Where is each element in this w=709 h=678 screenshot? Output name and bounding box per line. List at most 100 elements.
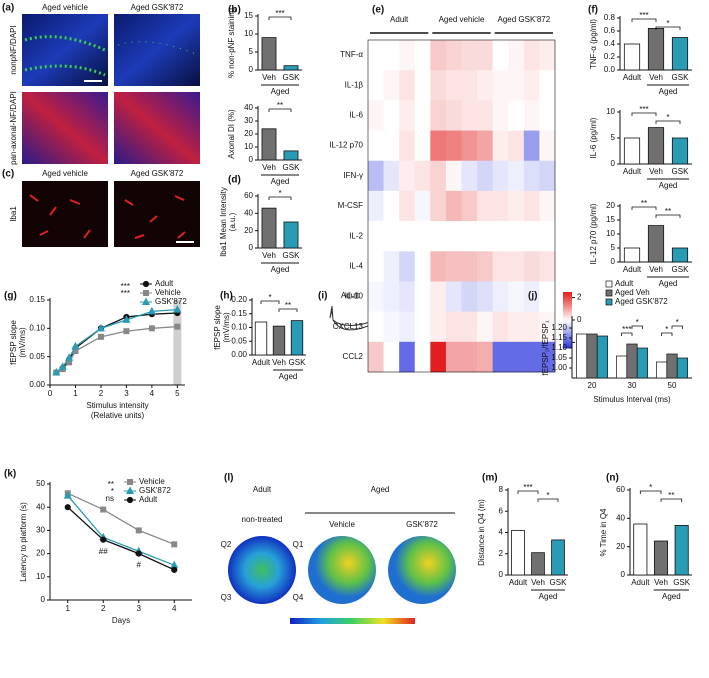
y-tick-label: 0.2 xyxy=(604,52,616,61)
colorbar-step xyxy=(563,327,572,329)
y-axis-label: (a.u.) xyxy=(228,212,237,231)
marker xyxy=(97,333,104,340)
marker xyxy=(100,506,107,513)
bar xyxy=(261,207,277,249)
y-tick-label: 10 xyxy=(244,142,253,151)
x-tick-label: 1 xyxy=(66,604,71,613)
column-label: Aged GSK'872 xyxy=(131,169,184,178)
legend-label: Aged GSK'872 xyxy=(615,297,668,306)
heatmap-cell xyxy=(445,281,462,312)
y-tick-label: 0.20 xyxy=(231,295,247,304)
maze-maps xyxy=(228,512,456,624)
maze-label: Vehicle xyxy=(329,520,355,529)
heatmap-cell xyxy=(430,251,447,282)
bar xyxy=(254,321,268,356)
x-tick-label: 3 xyxy=(124,389,129,398)
heatmap-cell xyxy=(383,70,400,101)
bar xyxy=(283,150,299,161)
image xyxy=(22,92,108,164)
image xyxy=(114,181,200,247)
x-tick-label: 4 xyxy=(172,604,177,613)
significance-bracket xyxy=(268,108,292,112)
y-tick-label: 0 xyxy=(499,570,504,579)
heatmap-cell xyxy=(399,221,416,252)
y-tick-label: 1.15 xyxy=(551,333,567,342)
y-tick-label: 0.10 xyxy=(29,323,45,332)
y-tick-label: 60 xyxy=(244,191,253,200)
significance-label: * xyxy=(268,293,271,302)
heatmap-cell xyxy=(461,190,478,222)
heatmap-cell xyxy=(368,40,384,71)
significance-label: *** xyxy=(275,9,284,18)
heatmap-cell xyxy=(492,221,509,252)
legend-label: Vehicle xyxy=(139,477,165,486)
y-axis-label: Axonal DI (%) xyxy=(227,109,236,159)
series-line xyxy=(67,492,175,545)
colorbar-step xyxy=(563,297,572,300)
heatmap-cell xyxy=(461,281,478,312)
row-label: nonpNF/DAPI xyxy=(9,25,18,74)
bar xyxy=(636,347,648,379)
heatmap-cell xyxy=(492,130,509,162)
heatmap-cell xyxy=(477,341,493,373)
heatmap-cell xyxy=(461,311,478,343)
y-tick-label: 6 xyxy=(499,506,504,515)
heatmap-cell xyxy=(477,251,493,282)
column-label: Aged GSK'872 xyxy=(131,3,184,12)
y-tick-label: 1.10 xyxy=(551,343,567,352)
heatmap-cell xyxy=(414,311,431,343)
x-tick-label: GSK xyxy=(673,578,691,587)
row-label: IL-1β xyxy=(345,80,364,89)
image xyxy=(114,92,200,164)
heatmap-cell xyxy=(430,221,447,252)
y-tick-label: 2 xyxy=(499,549,504,558)
bar xyxy=(596,335,608,379)
y-tick-label: 0 xyxy=(611,257,616,266)
bar xyxy=(261,128,277,161)
x-tick-label: Veh xyxy=(649,265,663,274)
colorbar-step xyxy=(563,292,572,294)
legend-swatch xyxy=(605,280,613,288)
heatmap-cell xyxy=(523,100,540,131)
legend-marker xyxy=(143,290,149,296)
group-label: Aged xyxy=(279,372,298,381)
heatmap-cell xyxy=(523,281,540,312)
y-tick-label: 40 xyxy=(244,103,253,112)
image xyxy=(114,14,200,86)
bar xyxy=(674,525,689,576)
bar xyxy=(531,552,545,576)
y-tick-label: 0.00 xyxy=(29,380,45,389)
significance-label: * xyxy=(666,19,669,28)
y-tick-label: 0.05 xyxy=(231,336,247,345)
x-tick-label: GSK xyxy=(283,163,301,172)
colorbar-step xyxy=(563,343,572,346)
bar xyxy=(283,65,299,71)
heatmap-cell xyxy=(492,341,509,373)
heatmap-cell xyxy=(539,311,556,343)
y-tick-label: 10 xyxy=(244,29,253,38)
maze-label: non-treated xyxy=(242,515,283,524)
legend-marker xyxy=(125,486,135,494)
marker xyxy=(96,323,105,332)
heatmap-cell xyxy=(477,70,493,101)
heatmap-cell xyxy=(414,281,431,312)
bar xyxy=(656,361,668,379)
y-tick-label: 0 xyxy=(621,570,626,579)
bar xyxy=(647,127,665,165)
x-tick-label: Adult xyxy=(623,167,642,176)
bar xyxy=(623,43,641,71)
significance-bracket xyxy=(537,498,559,502)
panel-label: (d) xyxy=(228,175,241,186)
heatmap-cell xyxy=(461,221,478,252)
y-tick-label: 0.15 xyxy=(29,295,45,304)
legend-label: Adult xyxy=(139,495,158,504)
colorbar-step xyxy=(563,313,572,315)
heatmap-cell xyxy=(492,40,509,71)
y-tick-label: 0.8 xyxy=(604,13,616,22)
significance-bracket xyxy=(655,26,681,30)
colorbar-step xyxy=(563,318,572,321)
bar xyxy=(261,37,277,71)
heatmap-cell xyxy=(477,160,493,192)
heatmap-cell xyxy=(445,160,462,192)
heatmap-cell xyxy=(368,281,384,312)
